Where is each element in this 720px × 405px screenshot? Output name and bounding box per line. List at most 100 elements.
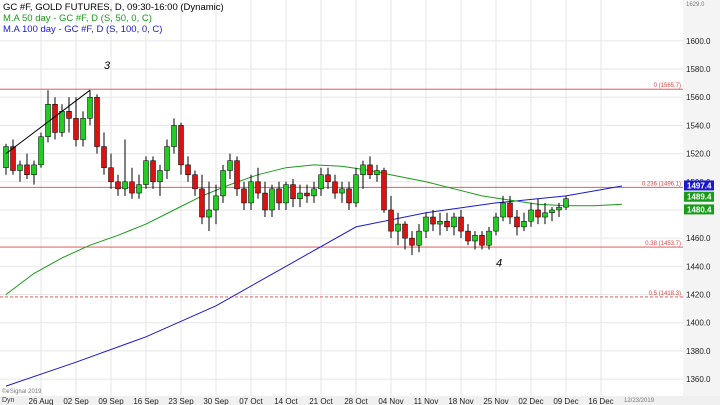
- candle-up: [17, 160, 23, 182]
- candle-up: [416, 224, 422, 253]
- price-tag: 1497.4: [684, 180, 714, 191]
- candle-down: [185, 156, 191, 182]
- candle-body: [248, 181, 254, 204]
- candle-body: [227, 160, 233, 171]
- date-tick-label: 07 Oct: [239, 397, 263, 405]
- candle-up: [500, 195, 506, 222]
- candle-down: [10, 139, 16, 175]
- candle-down: [276, 181, 282, 210]
- date-tick-label: 30 Sep: [203, 397, 229, 405]
- candle-down: [409, 231, 415, 256]
- date-tick-label: 09 Dec: [553, 397, 578, 405]
- price-tag-box: [684, 204, 714, 215]
- fib-level-label: 0.5 (1418.3): [649, 291, 681, 297]
- candle-down: [24, 153, 30, 179]
- candle-body: [486, 230, 492, 246]
- price-tag-box: [684, 180, 714, 191]
- candle-down: [290, 178, 296, 208]
- price-tick-label: 1380.0: [686, 347, 711, 356]
- price-tick-label: 1580.0: [686, 65, 711, 74]
- candle-up: [395, 212, 401, 246]
- candle-body: [542, 212, 548, 218]
- candle-down: [66, 97, 72, 133]
- candle-body: [129, 181, 135, 194]
- price-tick-label: 1360.0: [686, 375, 711, 384]
- candle-body: [150, 160, 156, 183]
- price-tick-label: 1420.0: [686, 291, 711, 300]
- candle-down: [325, 167, 331, 189]
- candle-body: [451, 216, 457, 228]
- candle-up: [528, 202, 534, 227]
- date-tick-label: 28 Oct: [344, 397, 368, 405]
- candle-body: [304, 192, 310, 197]
- candle-body: [17, 164, 23, 171]
- candlesticks: [3, 90, 569, 256]
- wave-label: 3: [104, 60, 111, 72]
- fib-level-label: 0 (1565.7): [654, 83, 681, 89]
- candle-body: [353, 174, 359, 204]
- candle-up: [472, 231, 478, 250]
- candle-up: [563, 195, 569, 210]
- candle-down: [178, 122, 184, 175]
- price-tag: 1480.4: [684, 204, 714, 215]
- candle-up: [227, 153, 233, 179]
- candle-body: [416, 230, 422, 246]
- price-tag-label: 1497.4: [687, 181, 712, 190]
- candle-body: [549, 209, 555, 214]
- candle-down: [367, 156, 373, 179]
- time-axis-mode: Dyn: [2, 397, 15, 404]
- candle-body: [311, 188, 317, 197]
- candle-body: [31, 164, 37, 175]
- candle-up: [311, 181, 317, 203]
- date-tick-label: 16 Dec: [588, 397, 613, 405]
- last-date: 12/23/2019: [624, 398, 655, 404]
- candle-body: [472, 235, 478, 242]
- candle-up: [38, 132, 44, 168]
- price-tag: 1489.4: [684, 191, 714, 202]
- candle-down: [129, 167, 135, 199]
- candle-body: [507, 202, 513, 218]
- candle-body: [10, 146, 16, 171]
- price-tag-box: [684, 191, 714, 202]
- candle-body: [409, 237, 415, 246]
- fib-level-label: 0.236 (1496.1): [642, 181, 681, 187]
- candle-up: [493, 212, 499, 236]
- ma100-line: [5, 185, 623, 387]
- candle-down: [255, 167, 261, 199]
- candle-down: [73, 97, 79, 147]
- date-tick-label: 26 Aug: [29, 397, 54, 405]
- date-tick-label: 02 Sep: [63, 397, 89, 405]
- candle-down: [388, 195, 394, 239]
- candle-body: [206, 209, 212, 218]
- candle-body: [346, 188, 352, 204]
- date-tick-label: 04 Nov: [378, 397, 403, 405]
- candle-down: [332, 174, 338, 199]
- candle-body: [535, 209, 541, 218]
- candle-up: [549, 207, 555, 222]
- candle-body: [241, 188, 247, 204]
- candle-up: [164, 139, 170, 179]
- date-tick-label: 18 Nov: [448, 397, 473, 405]
- candle-body: [374, 170, 380, 175]
- price-tick-label: 1560.0: [686, 93, 711, 102]
- time-axis[interactable]: 26 Aug 02 Sep 09 Sep 16 Sep 23 Sep 30 Sep 07 O…: [29, 397, 614, 405]
- candle-body: [276, 188, 282, 204]
- candle-up: [353, 167, 359, 208]
- candle-body: [479, 235, 485, 246]
- candle-down: [108, 153, 114, 189]
- candle-up: [220, 164, 226, 203]
- candle-body: [157, 170, 163, 183]
- candle-body: [332, 181, 338, 194]
- candle-body: [122, 181, 128, 190]
- candle-up: [143, 156, 149, 189]
- trend-line: [5, 89, 91, 155]
- candle-body: [73, 118, 79, 140]
- candle-up: [556, 202, 562, 218]
- candle-body: [528, 209, 534, 222]
- candle-body: [521, 221, 527, 228]
- date-tick-label: 14 Oct: [274, 397, 298, 405]
- candle-body: [360, 164, 366, 175]
- candle-body: [430, 216, 436, 225]
- candle-body: [59, 111, 65, 133]
